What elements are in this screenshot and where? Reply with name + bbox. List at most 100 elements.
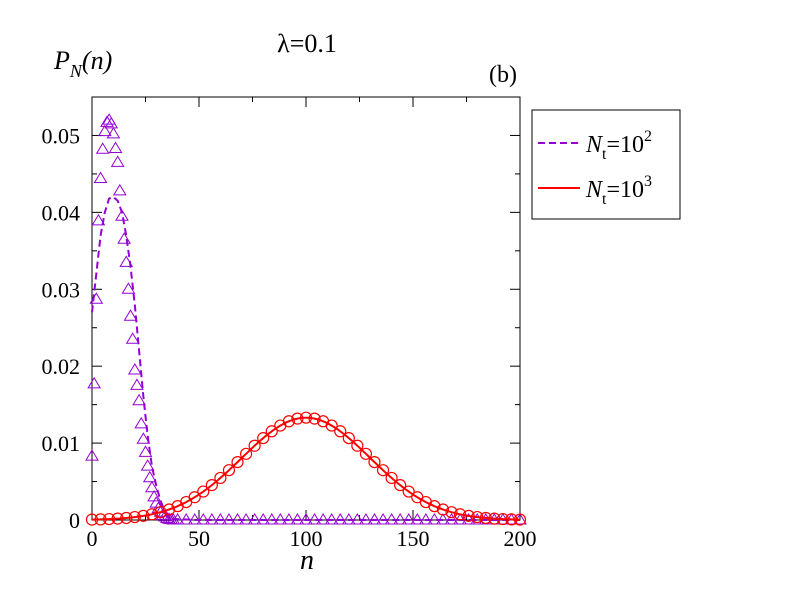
series-nt100-marker xyxy=(204,513,219,525)
x-tick-labels: 0 50 100 150 200 xyxy=(87,526,537,551)
series-nt100-marker xyxy=(160,511,174,523)
series-nt100-marker xyxy=(384,513,399,525)
series-nt100-marker xyxy=(100,115,114,127)
series-nt100-marker xyxy=(170,513,185,525)
series-nt1000-marker xyxy=(111,512,124,525)
x-tick-label: 150 xyxy=(397,526,430,551)
series-nt1000-marker xyxy=(94,513,107,526)
series-nt100-marker xyxy=(125,332,140,344)
series-nt100-marker xyxy=(91,213,106,226)
series-nt100-marker xyxy=(367,513,382,525)
y-label-arg: (n) xyxy=(82,46,112,75)
series-nt100-marker xyxy=(136,432,151,444)
series-nt1000-marker xyxy=(137,509,150,522)
legend-box xyxy=(531,109,681,220)
y-axis-label: PN(n) xyxy=(53,46,112,81)
series-nt1000-marker xyxy=(162,503,176,516)
series-nt100-marker xyxy=(121,282,136,294)
series-nt100-marker xyxy=(95,142,110,154)
series-nt1000-marker xyxy=(205,479,218,492)
axis-ticks xyxy=(91,97,521,521)
series-nt100-marker xyxy=(85,449,99,461)
x-tick-label: 50 xyxy=(188,526,210,551)
panel-label: (b) xyxy=(489,62,517,88)
series-nt100-marker xyxy=(145,480,159,493)
series-nt100-marker xyxy=(123,309,138,321)
y-tick-labels: 0 0.01 0.02 0.03 0.04 0.05 xyxy=(42,123,81,533)
series-nt1000-marker xyxy=(394,479,407,492)
series-nt100-marker xyxy=(230,513,245,525)
y-tick-label: 0.04 xyxy=(42,200,81,225)
series-nt1000-marker xyxy=(496,512,509,526)
series-nt100-marker xyxy=(110,155,125,167)
series-nt100-marker xyxy=(115,209,129,221)
series-nt100-marker xyxy=(187,513,202,525)
series-nt100-marker xyxy=(222,513,236,525)
series-nt1000-marker xyxy=(291,412,304,425)
series-nt100-marker xyxy=(436,513,450,525)
series-nt1000-marker xyxy=(462,509,475,522)
series-nt100-marker xyxy=(341,513,356,525)
series-nt1000-marker xyxy=(282,415,295,428)
series-nt100-marker xyxy=(196,513,211,525)
series-nt1000-marker xyxy=(359,447,373,460)
series-nt1000-marker xyxy=(488,512,501,525)
series-nt1000-marker xyxy=(385,471,398,485)
series-nt100-marker xyxy=(247,513,262,525)
series-nt100-marker xyxy=(149,496,164,508)
series-nt1000-marker xyxy=(351,439,364,452)
legend-label-nt100: Nt=102 xyxy=(585,128,652,163)
series-nt1000-marker xyxy=(214,471,227,485)
series-nt100-marker xyxy=(119,255,134,267)
series-nt100-marker xyxy=(281,513,296,525)
series-layer xyxy=(85,113,527,526)
series-nt1000-marker xyxy=(85,513,99,526)
series-nt100-marker xyxy=(142,470,157,483)
series-nt1000-marker xyxy=(505,513,518,526)
series-nt100-marker xyxy=(134,416,149,429)
series-nt100-marker xyxy=(401,513,416,525)
series-nt1000-marker xyxy=(257,431,270,445)
series-nt100-marker xyxy=(117,232,131,244)
series-nt1000-marker xyxy=(436,503,450,516)
y-tick-label: 0.03 xyxy=(42,277,81,302)
series-nt1000-marker xyxy=(248,439,261,452)
series-nt100-marker xyxy=(104,116,119,129)
series-nt100-marker xyxy=(89,292,104,304)
series-nt1000-curve xyxy=(92,416,520,521)
y-tick-label: 0.05 xyxy=(42,123,81,148)
series-nt100-marker xyxy=(264,513,279,525)
series-nt100-marker xyxy=(93,171,108,184)
series-nt100-marker xyxy=(112,183,127,196)
series-nt100-marker xyxy=(140,459,155,471)
series-nt1000-marker xyxy=(428,500,441,513)
series-nt1000-marker xyxy=(128,510,141,524)
series-nt1000-marker xyxy=(453,508,467,521)
series-nt1000-marker xyxy=(325,419,338,432)
series-nt100-marker xyxy=(299,513,313,525)
series-nt1000-marker xyxy=(188,491,201,504)
series-nt1000-marker xyxy=(120,511,133,525)
series-nt1000-marker xyxy=(479,511,492,525)
y-label-main: P xyxy=(53,46,70,75)
series-nt100-marker xyxy=(376,513,390,525)
series-nt100-marker xyxy=(316,513,331,525)
series-nt100-marker xyxy=(256,513,271,525)
legend-label-nt1000: Nt=103 xyxy=(585,173,652,208)
series-nt1000-marker xyxy=(197,485,210,498)
x-tick-label: 0 xyxy=(87,526,98,551)
series-nt1000-marker xyxy=(513,513,527,526)
series-nt100-marker xyxy=(179,513,194,525)
x-axis-label: n xyxy=(300,545,314,576)
series-nt100-marker xyxy=(132,393,146,406)
series-nt100-marker xyxy=(410,513,425,525)
series-nt100-curve xyxy=(91,195,520,521)
plot-frame xyxy=(91,96,521,521)
series-nt1000-marker xyxy=(145,508,159,521)
series-nt1000-marker xyxy=(231,455,244,469)
series-nt1000-marker xyxy=(308,412,321,425)
series-nt100-marker xyxy=(130,378,144,390)
series-nt1000-marker xyxy=(222,464,236,477)
series-nt100-marker xyxy=(393,513,408,525)
